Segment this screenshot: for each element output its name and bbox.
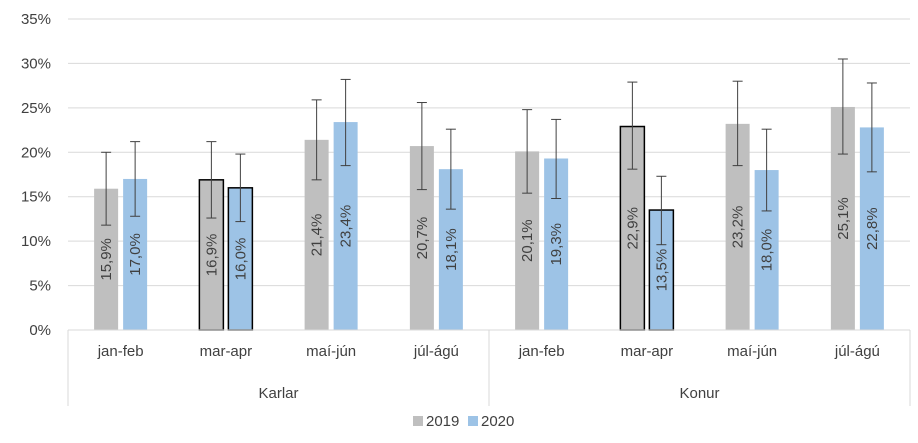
data-label: 20,1% bbox=[519, 219, 536, 262]
data-label: 22,9% bbox=[624, 207, 641, 250]
error-bars bbox=[101, 58, 877, 246]
category-label: maí-jún bbox=[727, 343, 777, 360]
data-label: 21,4% bbox=[309, 214, 326, 257]
y-tick-label: 15% bbox=[21, 189, 51, 206]
data-label: 25,1% bbox=[835, 197, 852, 240]
data-label: 17,0% bbox=[127, 233, 144, 276]
legend-label: 2020 bbox=[481, 413, 514, 430]
y-axis: 0% 5% 10% 15% 20% 25% 30% 35% bbox=[21, 11, 51, 339]
data-label: 23,2% bbox=[730, 206, 747, 249]
category-label: maí-jún bbox=[306, 343, 356, 360]
data-label: 23,4% bbox=[338, 205, 355, 248]
x-axis: jan-feb mar-apr maí-jún júl-ágú jan-feb mar-a… bbox=[67, 329, 911, 406]
data-label: 18,0% bbox=[759, 229, 776, 272]
y-tick-label: 35% bbox=[21, 11, 51, 28]
data-label: 22,8% bbox=[864, 207, 881, 250]
data-label: 16,0% bbox=[232, 238, 249, 281]
y-tick-label: 5% bbox=[29, 278, 51, 295]
category-label: júl-ágú bbox=[413, 343, 459, 360]
legend-swatch-2020 bbox=[468, 416, 478, 426]
legend: 2019 2020 bbox=[413, 413, 514, 430]
category-label: jan-feb bbox=[97, 343, 144, 360]
group-label: Konur bbox=[679, 385, 719, 402]
legend-swatch-2019 bbox=[413, 416, 423, 426]
y-tick-label: 10% bbox=[21, 233, 51, 250]
data-label: 13,5% bbox=[653, 249, 670, 292]
y-tick-label: 20% bbox=[21, 144, 51, 161]
data-label: 16,9% bbox=[203, 234, 220, 277]
category-label: mar-apr bbox=[200, 343, 253, 360]
y-tick-label: 25% bbox=[21, 100, 51, 117]
legend-label: 2019 bbox=[426, 413, 459, 430]
y-tick-label: 30% bbox=[21, 55, 51, 72]
data-label: 15,9% bbox=[98, 238, 115, 281]
category-label: júl-ágú bbox=[834, 343, 880, 360]
data-label: 19,3% bbox=[548, 223, 565, 266]
data-labels: 15,9% 16,9% 21,4% 20,7% 20,1% 22,9% 23,2% 25,1%… bbox=[98, 197, 881, 291]
category-label: mar-apr bbox=[621, 343, 674, 360]
gridlines bbox=[68, 18, 910, 331]
group-label: Karlar bbox=[258, 385, 298, 402]
category-label: jan-feb bbox=[518, 343, 565, 360]
y-tick-label: 0% bbox=[29, 322, 51, 339]
data-label: 18,1% bbox=[443, 228, 460, 271]
data-label: 20,7% bbox=[414, 217, 431, 260]
